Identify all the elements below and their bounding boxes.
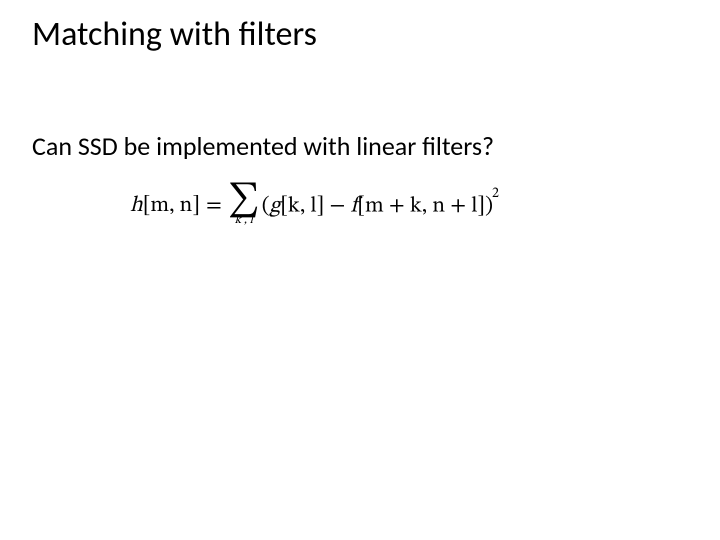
sum-operator: ∑ k , l — [228, 186, 260, 227]
sum-subscript: k , l — [235, 214, 253, 226]
equation-lhs: h[m, n] — [130, 192, 200, 220]
f-args: [m + k, n + l] — [357, 196, 485, 218]
lhs-args: [m, n] — [143, 195, 200, 217]
minus: − — [324, 196, 350, 218]
equation: h[m, n] = ∑ k , l (g[k, l] − f[m + k, n … — [130, 178, 500, 234]
g-func: g — [270, 196, 281, 218]
lhs-func: h — [130, 195, 143, 217]
slide-subtitle: Can SSD be implemented with linear filte… — [32, 130, 494, 162]
exponent: 2 — [492, 187, 499, 201]
slide-title: Matching with filters — [32, 14, 317, 55]
equals-sign: = — [200, 192, 228, 220]
equation-rhs: (g[k, l] − f[m + k, n + l])2 — [262, 191, 500, 220]
sigma-symbol: ∑ — [228, 186, 260, 217]
slide: Matching with filters Can SSD be impleme… — [0, 0, 720, 540]
g-args: [k, l] — [280, 196, 324, 218]
open-paren: ( — [262, 196, 270, 218]
equation-row: h[m, n] = ∑ k , l (g[k, l] − f[m + k, n … — [130, 178, 500, 234]
